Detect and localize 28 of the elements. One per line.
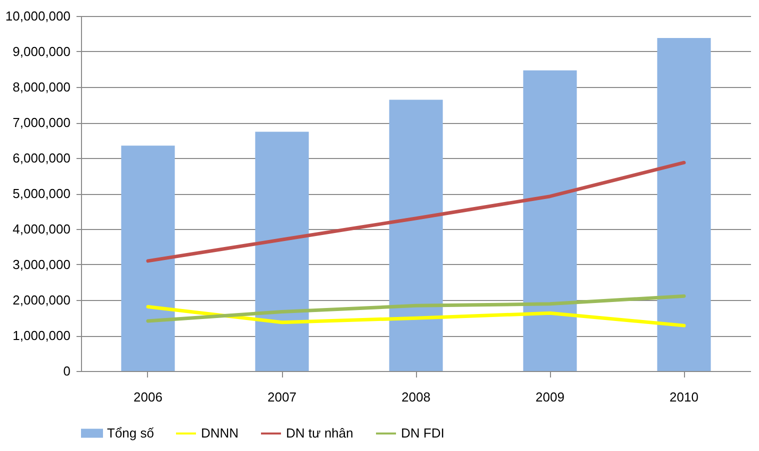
y-tick-label: 0 — [63, 364, 70, 378]
x-tick-label: 2006 — [134, 390, 162, 404]
legend-label: DN FDI — [401, 426, 444, 440]
y-tick-label: 4,000,000 — [12, 222, 70, 236]
y-tick-label: 1,000,000 — [12, 328, 70, 343]
bar — [255, 132, 309, 371]
bar — [523, 70, 577, 371]
line-series — [146, 304, 686, 328]
y-tick-label: 5,000,000 — [12, 186, 70, 201]
bar — [121, 146, 175, 371]
y-tick-label: 3,000,000 — [12, 257, 70, 272]
x-tick-label: 2008 — [402, 390, 430, 404]
line-series — [146, 160, 686, 263]
legend-label: DNNN — [201, 426, 239, 440]
bar — [389, 100, 443, 371]
x-tick-label: 2009 — [536, 390, 564, 404]
y-tick-label: 9,000,000 — [12, 44, 70, 59]
y-tick-label: 10,000,000 — [5, 8, 70, 24]
bar — [657, 38, 711, 371]
x-tick-label: 2007 — [268, 390, 296, 404]
legend-label: DN tư nhân — [286, 426, 354, 440]
y-tick-label: 6,000,000 — [12, 150, 70, 166]
line-series — [146, 294, 686, 323]
y-tick-label: 7,000,000 — [12, 115, 70, 130]
y-tick-label: 8,000,000 — [12, 80, 70, 94]
x-tick-label: 2010 — [670, 390, 698, 404]
legend-label: Tổng số — [107, 425, 154, 440]
y-tick-label: 2,000,000 — [12, 292, 70, 308]
